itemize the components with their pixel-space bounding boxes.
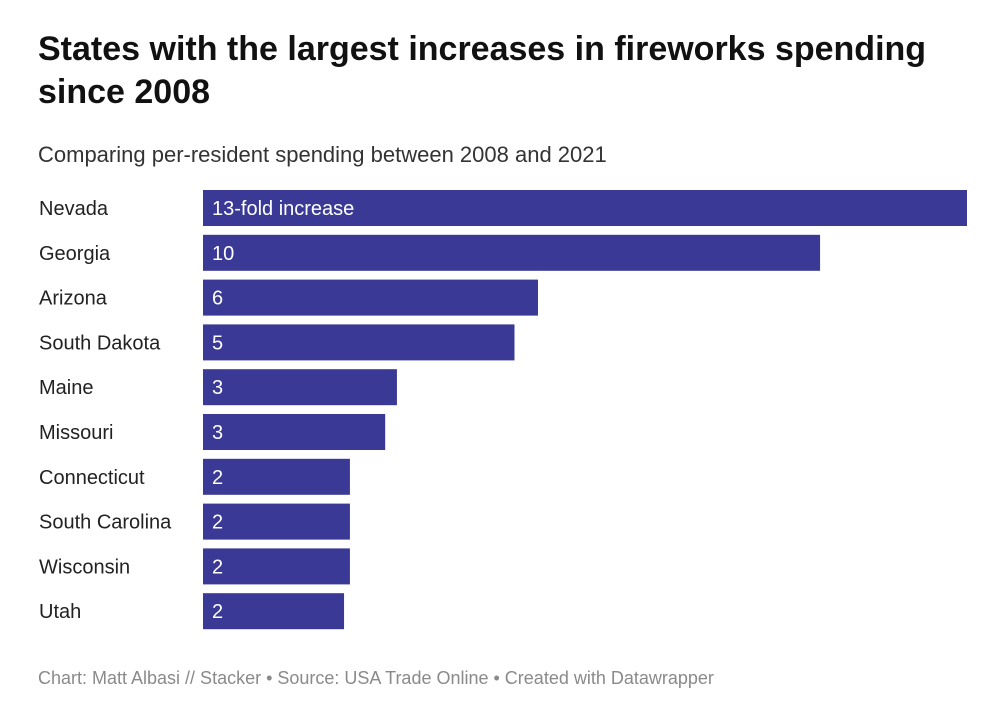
data-label: 2 [212, 556, 223, 578]
bar [203, 234, 821, 271]
category-label: Wisconsin [39, 556, 130, 578]
bar [203, 548, 350, 585]
category-label: South Carolina [39, 512, 172, 534]
bar [203, 369, 397, 406]
category-label: Nevada [39, 198, 109, 220]
data-label: 5 [212, 332, 223, 354]
data-label: 3 [212, 377, 223, 399]
chart-footer: Chart: Matt Albasi // Stacker • Source: … [38, 668, 714, 688]
chart-subtitle: Comparing per-resident spending between … [38, 142, 607, 167]
bar [203, 279, 538, 316]
data-label: 2 [212, 467, 223, 489]
data-label: 2 [212, 601, 223, 623]
bar [203, 503, 350, 540]
bar [203, 324, 515, 361]
category-label: Utah [39, 601, 81, 623]
bar [203, 414, 386, 450]
data-label: 10 [212, 243, 234, 265]
category-label: Arizona [39, 288, 108, 310]
category-label: South Dakota [39, 332, 161, 354]
category-label: Maine [39, 377, 93, 399]
bar-chart: Nevada 13-fold increase Georgia 10 Arizona 6 S… [39, 190, 967, 630]
bar [203, 458, 350, 495]
category-label: Connecticut [39, 467, 145, 489]
data-label: 2 [212, 512, 223, 534]
data-label: 6 [212, 288, 223, 310]
bar [203, 190, 967, 226]
data-label: 3 [212, 422, 223, 444]
category-label: Missouri [39, 422, 113, 444]
category-label: Georgia [39, 243, 111, 265]
data-label: 13-fold increase [212, 198, 354, 220]
bar [203, 593, 345, 630]
chart-title: States with the largest increases in fir… [38, 30, 927, 111]
